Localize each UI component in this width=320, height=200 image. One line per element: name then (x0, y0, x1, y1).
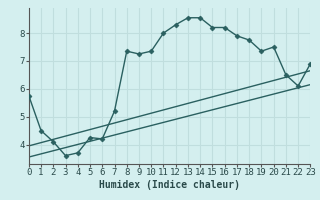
X-axis label: Humidex (Indice chaleur): Humidex (Indice chaleur) (99, 180, 240, 190)
